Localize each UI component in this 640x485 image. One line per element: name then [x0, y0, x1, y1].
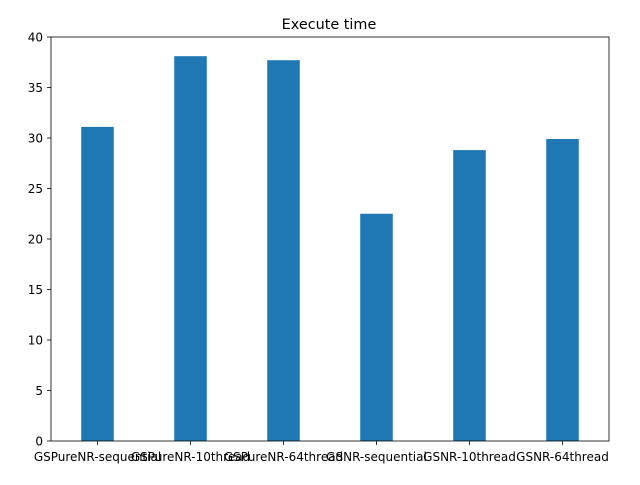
- bar-0: [81, 126, 114, 441]
- y-tick-label: 0: [35, 435, 43, 449]
- y-tick-label: 20: [28, 233, 43, 247]
- bars-group: [81, 56, 579, 441]
- x-tick-label: GSNR-64thread: [516, 450, 609, 464]
- bar-3: [360, 213, 393, 441]
- x-tick-label: GSPureNR-sequential: [34, 450, 161, 464]
- y-tick-label: 40: [28, 31, 43, 45]
- x-tick-label: GSNR-10thread: [423, 450, 516, 464]
- plot-frame: [50, 36, 610, 442]
- y-tick-label: 25: [28, 182, 43, 196]
- y-tick-label: 5: [35, 384, 43, 398]
- chart-title: Execute time: [282, 17, 377, 33]
- y-tick-label: 35: [28, 81, 43, 95]
- bar-5: [546, 139, 579, 441]
- x-tick-label: GSPureNR-10thread: [131, 450, 250, 464]
- bar-1: [174, 56, 207, 441]
- y-tick-label: 15: [28, 283, 43, 297]
- y-tick-label: 10: [28, 334, 43, 348]
- bar-2: [267, 60, 300, 441]
- bar-4: [453, 150, 486, 441]
- y-tick-label: 30: [28, 132, 43, 146]
- x-axis: GSPureNR-sequentialGSPureNR-10threadGSPu…: [34, 441, 609, 464]
- x-tick-label: GSPureNR-64thread: [224, 450, 343, 464]
- x-tick-label: GSNR-sequential: [326, 450, 427, 464]
- y-axis: 0 5 10 15 20 25 30 35 40: [28, 31, 51, 449]
